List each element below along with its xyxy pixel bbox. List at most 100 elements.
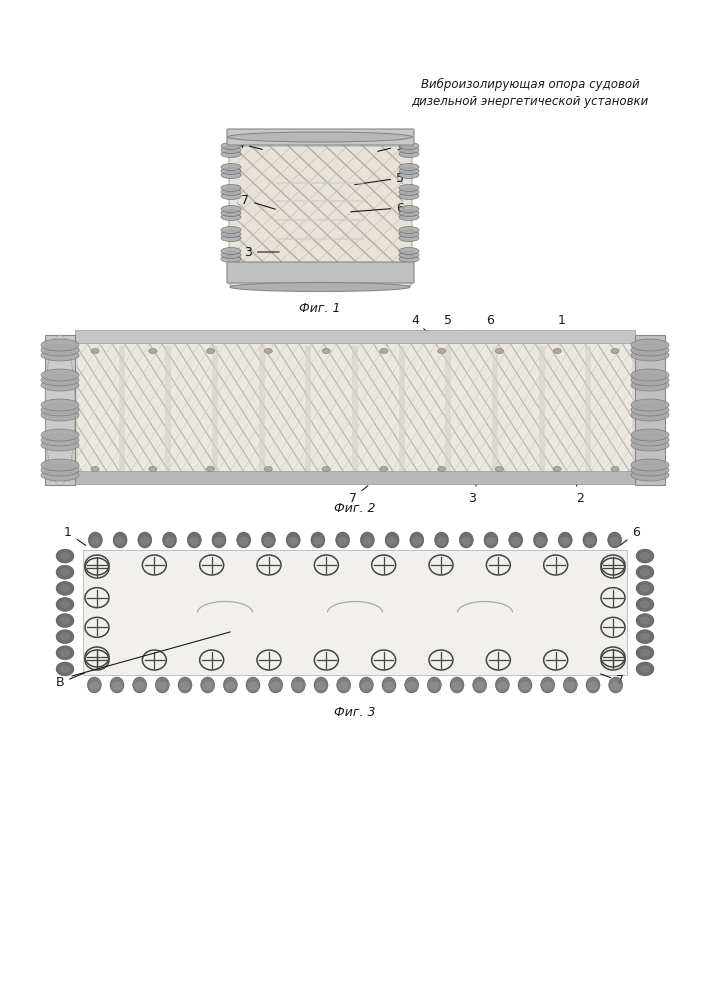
Ellipse shape xyxy=(91,349,99,354)
Text: 5: 5 xyxy=(355,172,404,185)
Ellipse shape xyxy=(399,163,419,170)
Text: 5: 5 xyxy=(444,314,458,333)
Text: Фиг. 2: Фиг. 2 xyxy=(334,502,375,515)
Ellipse shape xyxy=(399,251,419,258)
Ellipse shape xyxy=(399,192,419,200)
Ellipse shape xyxy=(223,677,238,693)
Ellipse shape xyxy=(60,665,70,673)
Ellipse shape xyxy=(640,552,650,560)
Bar xyxy=(632,346,638,475)
Ellipse shape xyxy=(404,677,419,693)
Ellipse shape xyxy=(640,600,650,608)
Ellipse shape xyxy=(559,532,572,548)
Ellipse shape xyxy=(380,466,388,472)
Ellipse shape xyxy=(337,677,351,693)
Ellipse shape xyxy=(399,210,419,217)
Ellipse shape xyxy=(399,227,419,233)
Ellipse shape xyxy=(56,565,74,579)
Ellipse shape xyxy=(640,665,650,673)
Ellipse shape xyxy=(221,146,241,153)
Ellipse shape xyxy=(212,532,226,548)
Ellipse shape xyxy=(631,344,669,356)
Ellipse shape xyxy=(313,536,323,546)
Ellipse shape xyxy=(631,399,669,411)
Bar xyxy=(539,346,544,475)
Ellipse shape xyxy=(399,142,419,149)
Ellipse shape xyxy=(112,682,122,690)
Ellipse shape xyxy=(165,536,175,546)
Ellipse shape xyxy=(636,581,654,595)
Ellipse shape xyxy=(541,677,555,693)
Bar xyxy=(399,346,404,475)
Bar xyxy=(119,346,124,475)
Ellipse shape xyxy=(438,466,445,472)
Ellipse shape xyxy=(450,677,464,693)
Ellipse shape xyxy=(640,633,650,641)
Bar xyxy=(492,346,498,475)
Ellipse shape xyxy=(636,614,654,628)
Ellipse shape xyxy=(60,552,70,560)
Bar xyxy=(72,346,78,475)
Ellipse shape xyxy=(427,677,441,693)
Ellipse shape xyxy=(382,677,396,693)
Ellipse shape xyxy=(496,349,503,354)
Ellipse shape xyxy=(60,617,70,625)
Text: 3: 3 xyxy=(244,245,279,258)
Bar xyxy=(212,346,218,475)
Ellipse shape xyxy=(56,581,74,595)
Ellipse shape xyxy=(41,379,79,391)
Ellipse shape xyxy=(189,536,199,546)
Ellipse shape xyxy=(429,682,439,690)
Ellipse shape xyxy=(631,469,669,481)
Ellipse shape xyxy=(41,459,79,471)
Ellipse shape xyxy=(399,172,419,178)
Ellipse shape xyxy=(293,682,303,690)
Ellipse shape xyxy=(133,677,146,693)
Ellipse shape xyxy=(60,584,70,592)
Ellipse shape xyxy=(535,536,546,546)
Bar xyxy=(635,335,665,485)
Ellipse shape xyxy=(640,617,650,625)
Ellipse shape xyxy=(221,210,241,217)
Ellipse shape xyxy=(314,677,328,693)
Ellipse shape xyxy=(163,532,177,548)
Ellipse shape xyxy=(221,227,241,233)
Ellipse shape xyxy=(41,374,79,386)
Ellipse shape xyxy=(288,536,298,546)
Ellipse shape xyxy=(452,682,462,690)
Bar xyxy=(585,346,591,475)
Ellipse shape xyxy=(90,536,100,546)
Ellipse shape xyxy=(510,536,521,546)
Ellipse shape xyxy=(631,434,669,446)
Ellipse shape xyxy=(520,682,530,690)
Ellipse shape xyxy=(230,282,410,292)
Ellipse shape xyxy=(248,682,258,690)
Ellipse shape xyxy=(110,677,124,693)
Ellipse shape xyxy=(41,399,79,411)
Ellipse shape xyxy=(631,409,669,421)
Ellipse shape xyxy=(384,682,394,690)
Ellipse shape xyxy=(226,682,235,690)
Ellipse shape xyxy=(41,439,79,451)
FancyBboxPatch shape xyxy=(229,146,412,286)
Ellipse shape xyxy=(631,404,669,416)
Ellipse shape xyxy=(410,532,423,548)
Ellipse shape xyxy=(221,214,241,221)
Ellipse shape xyxy=(264,466,272,472)
Bar xyxy=(83,550,627,675)
Ellipse shape xyxy=(264,349,272,354)
Bar xyxy=(75,471,635,484)
Ellipse shape xyxy=(56,646,74,660)
Ellipse shape xyxy=(399,255,419,262)
Ellipse shape xyxy=(41,344,79,356)
Ellipse shape xyxy=(336,532,350,548)
Ellipse shape xyxy=(60,568,70,576)
Ellipse shape xyxy=(560,536,570,546)
Ellipse shape xyxy=(399,150,419,157)
Ellipse shape xyxy=(41,464,79,476)
Ellipse shape xyxy=(41,409,79,421)
Ellipse shape xyxy=(221,163,241,170)
Ellipse shape xyxy=(636,549,654,563)
Ellipse shape xyxy=(640,649,650,657)
Ellipse shape xyxy=(411,536,422,546)
